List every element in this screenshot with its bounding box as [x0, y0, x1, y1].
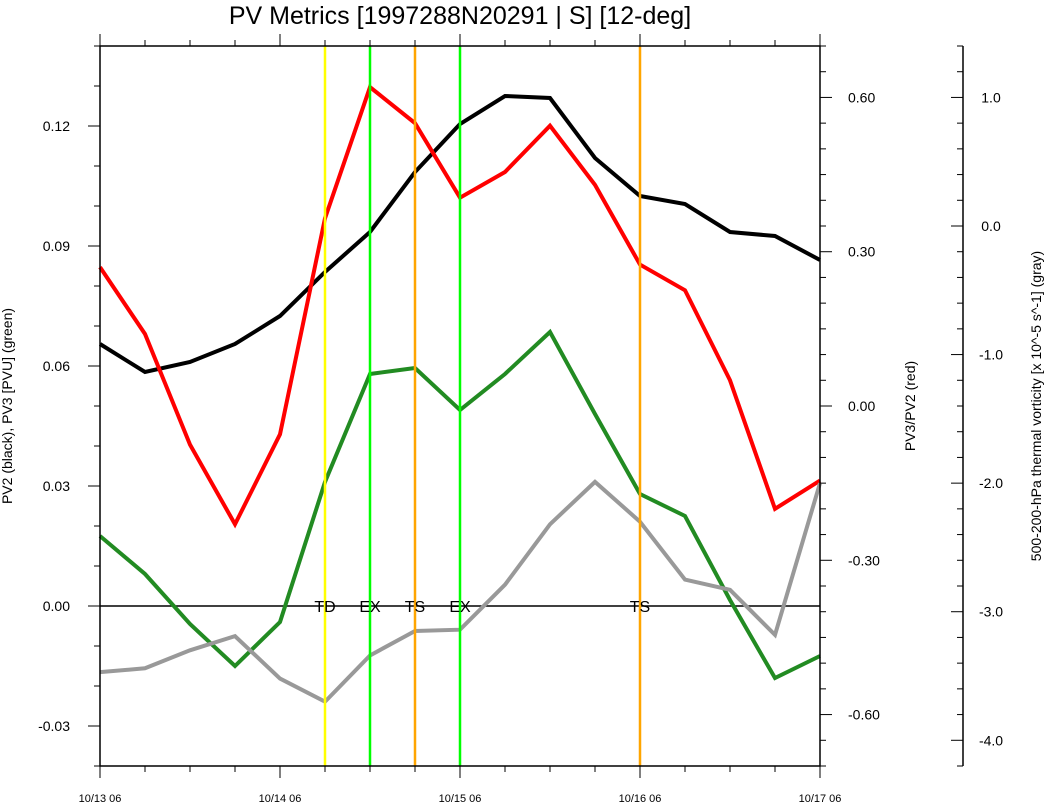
far-right-tick-label: -4.0 [979, 732, 1003, 748]
right-tick-label: -0.30 [848, 552, 880, 568]
event-marker-label: EX [359, 599, 381, 616]
tick-layer: 10/13 06 10/14 06 10/15 06 10/16 06 10/17 06… [38, 34, 1003, 805]
left-axis-label: PV2 (black), PV3 [PVU] (green) [0, 308, 15, 504]
right-tick-label: 0.60 [848, 89, 875, 105]
event-marker-label: EX [449, 599, 471, 616]
right-tick-label: 0.00 [848, 398, 875, 414]
event-marker-label: TD [314, 599, 335, 616]
left-tick-label: -0.03 [38, 718, 70, 734]
far-right-tick-label: -1.0 [979, 347, 1003, 363]
left-tick-label: 0.12 [43, 118, 70, 134]
far-right-tick-label: -3.0 [979, 604, 1003, 620]
x-tick-label: 10/16 06 [619, 793, 662, 805]
event-layer: TD EX TS EX TS [314, 46, 650, 766]
x-tick-label: 10/14 06 [259, 793, 302, 805]
right-axis-label: PV3/PV2 (red) [902, 361, 918, 451]
far-right-tick-label: -2.0 [979, 475, 1003, 491]
far-right-axis-label: 500-200-hPa thermal vorticity [x 10^-5 s… [1028, 251, 1044, 561]
left-tick-label: 0.09 [43, 238, 70, 254]
left-tick-label: 0.03 [43, 478, 70, 494]
x-tick-label: 10/13 06 [79, 793, 122, 805]
x-tick-label: 10/17 06 [799, 793, 842, 805]
far-right-tick-label: 1.0 [981, 89, 1001, 105]
event-marker-label: TS [405, 599, 425, 616]
right-tick-label: -0.60 [848, 707, 880, 723]
plot-frame [99, 45, 821, 767]
far-right-tick-label: 0.0 [981, 218, 1001, 234]
left-tick-label: 0.00 [43, 598, 70, 614]
x-tick-label: 10/15 06 [439, 793, 482, 805]
right-tick-label: 0.30 [848, 244, 875, 260]
chart-title: PV Metrics [1997288N20291 | S] [12-deg] [229, 2, 691, 30]
left-tick-label: 0.06 [43, 358, 70, 374]
event-marker-label: TS [630, 599, 650, 616]
